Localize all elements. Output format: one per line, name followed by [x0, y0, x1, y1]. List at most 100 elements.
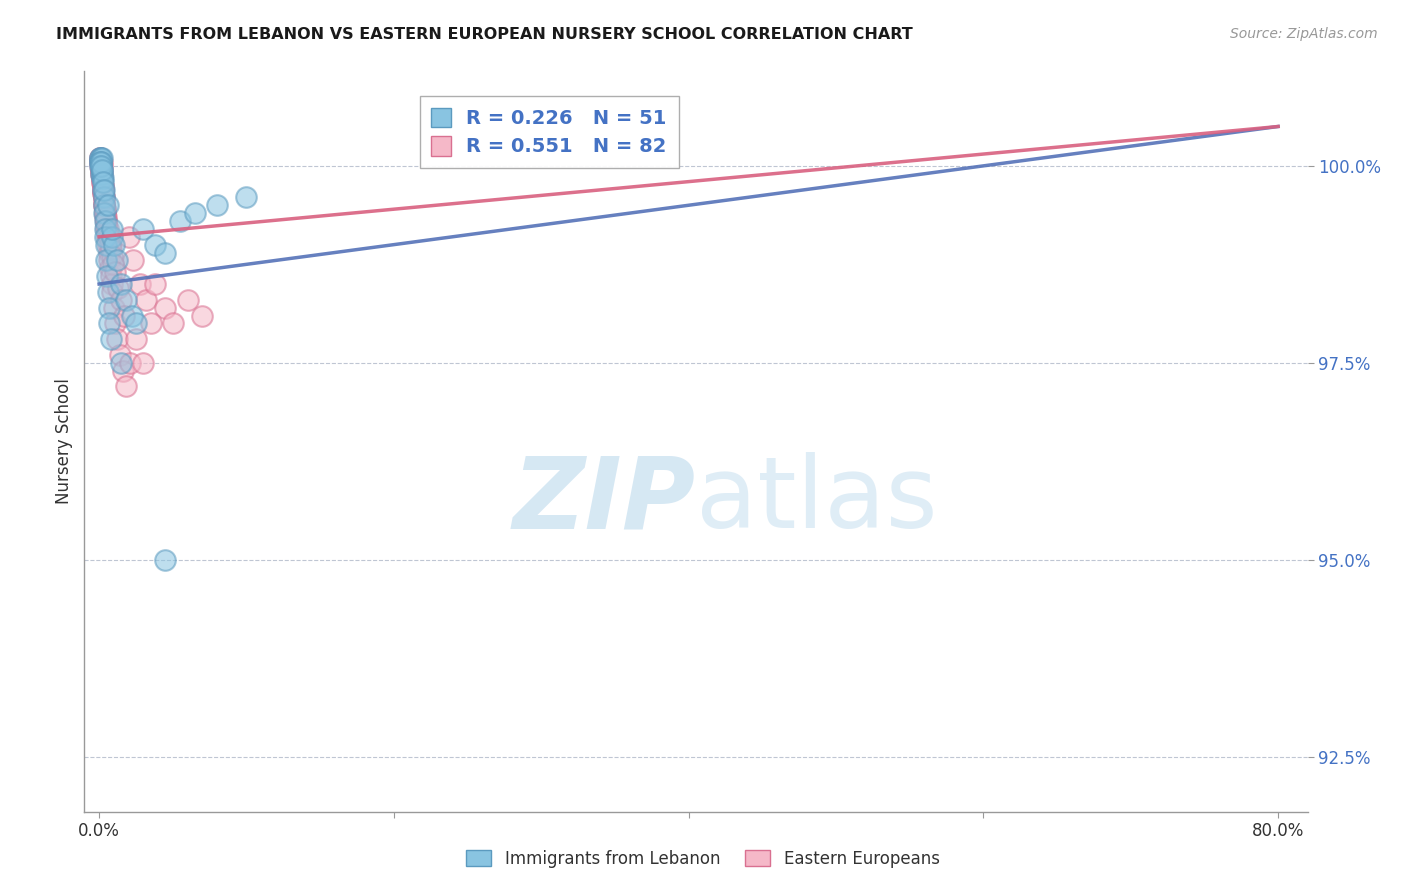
Point — [96, 253, 118, 268]
Point — [125, 317, 148, 331]
Point — [235, 190, 257, 204]
Point — [91, 151, 114, 165]
Point — [117, 229, 139, 244]
Point — [90, 170, 112, 185]
Point — [105, 332, 128, 346]
Point — [89, 155, 111, 169]
Point — [90, 159, 112, 173]
Point — [93, 198, 115, 212]
Point — [89, 159, 111, 173]
Point — [90, 162, 112, 177]
Text: IMMIGRANTS FROM LEBANON VS EASTERN EUROPEAN NURSERY SCHOOL CORRELATION CHART: IMMIGRANTS FROM LEBANON VS EASTERN EUROP… — [56, 27, 912, 42]
Point — [139, 317, 162, 331]
Point — [93, 194, 115, 209]
Point — [104, 317, 127, 331]
Point — [93, 206, 115, 220]
Point — [91, 182, 114, 196]
Point — [184, 206, 207, 220]
Point — [90, 159, 112, 173]
Point — [90, 162, 112, 177]
Point — [105, 253, 128, 268]
Point — [93, 186, 115, 201]
Point — [91, 170, 114, 185]
Point — [143, 277, 166, 291]
Point — [155, 301, 177, 315]
Point — [121, 309, 143, 323]
Point — [108, 348, 131, 362]
Point — [135, 293, 157, 307]
Point — [100, 277, 122, 291]
Point — [90, 159, 112, 173]
Point — [191, 309, 214, 323]
Point — [122, 253, 145, 268]
Point — [94, 206, 117, 220]
Point — [97, 222, 120, 236]
Point — [90, 155, 112, 169]
Point — [100, 250, 122, 264]
Point — [89, 159, 111, 173]
Point — [90, 155, 112, 169]
Point — [90, 159, 112, 173]
Point — [98, 261, 121, 276]
Point — [132, 222, 155, 236]
Point — [112, 309, 135, 323]
Point — [96, 269, 118, 284]
Point — [96, 218, 118, 232]
Point — [118, 356, 141, 370]
Point — [96, 214, 118, 228]
Point — [103, 265, 125, 279]
Point — [93, 202, 115, 217]
Point — [97, 245, 120, 260]
Point — [98, 237, 121, 252]
Point — [155, 245, 177, 260]
Point — [103, 237, 125, 252]
Point — [132, 356, 155, 370]
Point — [101, 222, 124, 236]
Point — [94, 237, 117, 252]
Point — [90, 162, 112, 177]
Point — [91, 175, 114, 189]
Point — [98, 317, 121, 331]
Point — [91, 167, 114, 181]
Point — [94, 222, 117, 236]
Point — [110, 293, 132, 307]
Point — [91, 170, 114, 185]
Point — [89, 155, 111, 169]
Point — [101, 257, 124, 271]
Point — [94, 214, 117, 228]
Point — [90, 155, 112, 169]
Point — [93, 202, 115, 217]
Point — [91, 186, 114, 201]
Point — [97, 285, 120, 299]
Point — [94, 210, 117, 224]
Point — [101, 229, 124, 244]
Point — [90, 170, 112, 185]
Point — [93, 198, 115, 212]
Point — [89, 151, 111, 165]
Point — [143, 237, 166, 252]
Point — [97, 237, 120, 252]
Point — [94, 206, 117, 220]
Point — [89, 155, 111, 169]
Point — [176, 293, 198, 307]
Point — [93, 190, 115, 204]
Point — [91, 182, 114, 196]
Point — [111, 364, 134, 378]
Point — [110, 277, 132, 291]
Legend: R = 0.226   N = 51, R = 0.551   N = 82: R = 0.226 N = 51, R = 0.551 N = 82 — [420, 95, 679, 168]
Point — [90, 155, 112, 169]
Point — [97, 198, 120, 212]
Point — [100, 332, 122, 346]
Point — [169, 214, 191, 228]
Text: Source: ZipAtlas.com: Source: ZipAtlas.com — [1230, 27, 1378, 41]
Point — [90, 159, 112, 173]
Point — [93, 190, 115, 204]
Point — [89, 151, 111, 165]
Point — [114, 379, 136, 393]
Point — [89, 151, 111, 165]
Text: ZIP: ZIP — [513, 452, 696, 549]
Point — [155, 552, 177, 566]
Point — [91, 182, 114, 196]
Point — [93, 198, 115, 212]
Point — [97, 226, 120, 240]
